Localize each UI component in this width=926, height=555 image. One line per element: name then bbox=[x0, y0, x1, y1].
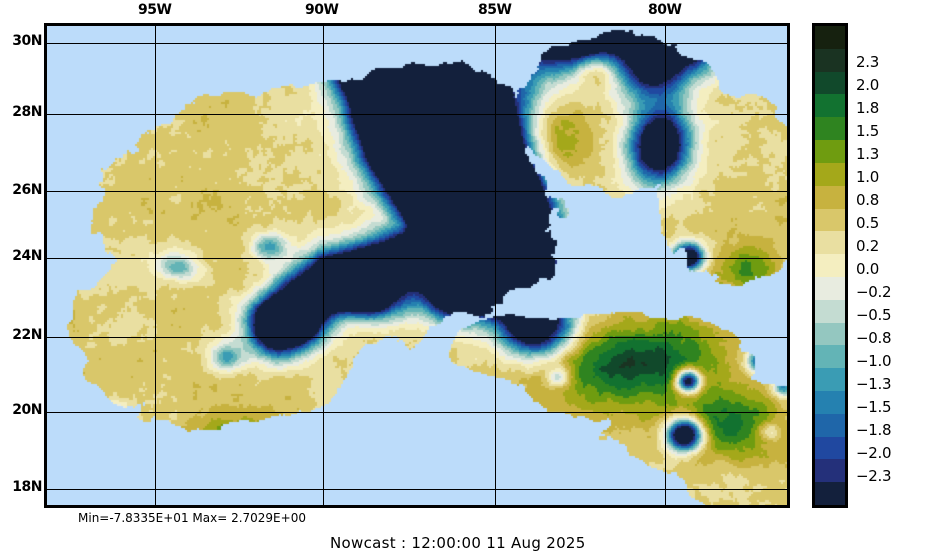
lat-tick-30N: 30N bbox=[12, 33, 42, 49]
colorbar-band-1 bbox=[815, 48, 845, 72]
colorbar-band-20 bbox=[815, 482, 845, 506]
colorbar-tick-label: −1.5 bbox=[856, 398, 892, 416]
colorbar-band-14 bbox=[815, 345, 845, 369]
lat-tick-18N: 18N bbox=[12, 479, 42, 495]
colorbar-band-2 bbox=[815, 71, 845, 95]
colorbar-tick-label: 0.0 bbox=[856, 260, 879, 278]
colorbar-band-9 bbox=[815, 231, 845, 255]
lon-tick-80W: 80W bbox=[648, 2, 682, 18]
colorbar-band-13 bbox=[815, 322, 845, 346]
colorbar-band-19 bbox=[815, 459, 845, 483]
lat-tick-22N: 22N bbox=[12, 327, 42, 343]
colorbar-band-0 bbox=[815, 26, 845, 49]
colorbar-tick-label: 1.5 bbox=[856, 122, 879, 140]
colorbar-tick-label: −1.0 bbox=[856, 352, 892, 370]
colorbar-tick-label: −0.2 bbox=[856, 283, 892, 301]
colorbar-tick-label: −0.8 bbox=[856, 329, 892, 347]
lon-tick-90W: 90W bbox=[305, 2, 339, 18]
colorbar-tick-label: −1.8 bbox=[856, 421, 892, 439]
colorbar-band-17 bbox=[815, 413, 845, 437]
lon-tick-95W: 95W bbox=[138, 2, 172, 18]
colorbar-tick-label: 1.0 bbox=[856, 168, 879, 186]
colorbar-band-7 bbox=[815, 185, 845, 209]
colorbar-band-3 bbox=[815, 94, 845, 118]
minmax-annotation: Min=-7.8335E+01 Max= 2.7029E+00 bbox=[78, 511, 306, 525]
colorbar-band-16 bbox=[815, 391, 845, 414]
nowcast-timestamp: Nowcast : 12:00:00 11 Aug 2025 bbox=[330, 534, 586, 552]
lon-tick-85W: 85W bbox=[478, 2, 512, 18]
colorbar-tick-label: −0.5 bbox=[856, 306, 892, 324]
colorbar-tick-label: 1.8 bbox=[856, 99, 879, 117]
colorbar-band-15 bbox=[815, 368, 845, 391]
colorbar-tick-label: −2.3 bbox=[856, 467, 892, 485]
map-plot-area[interactable] bbox=[44, 23, 790, 508]
colorbar-tick-labels: 2.3 2.0 1.8 1.5 1.3 1.0 0.8 0.5 0.2 0.0 −0.2 −0.5 −0… bbox=[856, 23, 926, 508]
colorbar[interactable] bbox=[812, 23, 848, 508]
lat-tick-20N: 20N bbox=[12, 402, 42, 418]
colorbar-band-18 bbox=[815, 436, 845, 460]
scalar-field-heatmap bbox=[47, 26, 787, 505]
lat-tick-26N: 26N bbox=[12, 182, 42, 198]
colorbar-tick-label: 0.2 bbox=[856, 237, 879, 255]
colorbar-tick-label: −2.0 bbox=[856, 444, 892, 462]
colorbar-band-6 bbox=[815, 162, 845, 186]
colorbar-band-10 bbox=[815, 254, 845, 277]
colorbar-tick-label: 0.5 bbox=[856, 214, 879, 232]
colorbar-tick-label: −1.3 bbox=[856, 375, 892, 393]
lat-tick-28N: 28N bbox=[12, 104, 42, 120]
colorbar-tick-label: 1.3 bbox=[856, 145, 879, 163]
lat-tick-24N: 24N bbox=[12, 248, 42, 264]
colorbar-tick-label: 2.3 bbox=[856, 53, 879, 71]
colorbar-band-12 bbox=[815, 299, 845, 323]
colorbar-tick-label: 0.8 bbox=[856, 191, 879, 209]
colorbar-band-5 bbox=[815, 140, 845, 163]
colorbar-band-11 bbox=[815, 276, 845, 300]
colorbar-band-8 bbox=[815, 208, 845, 232]
colorbar-tick-label: 2.0 bbox=[856, 76, 879, 94]
colorbar-band-4 bbox=[815, 117, 845, 141]
